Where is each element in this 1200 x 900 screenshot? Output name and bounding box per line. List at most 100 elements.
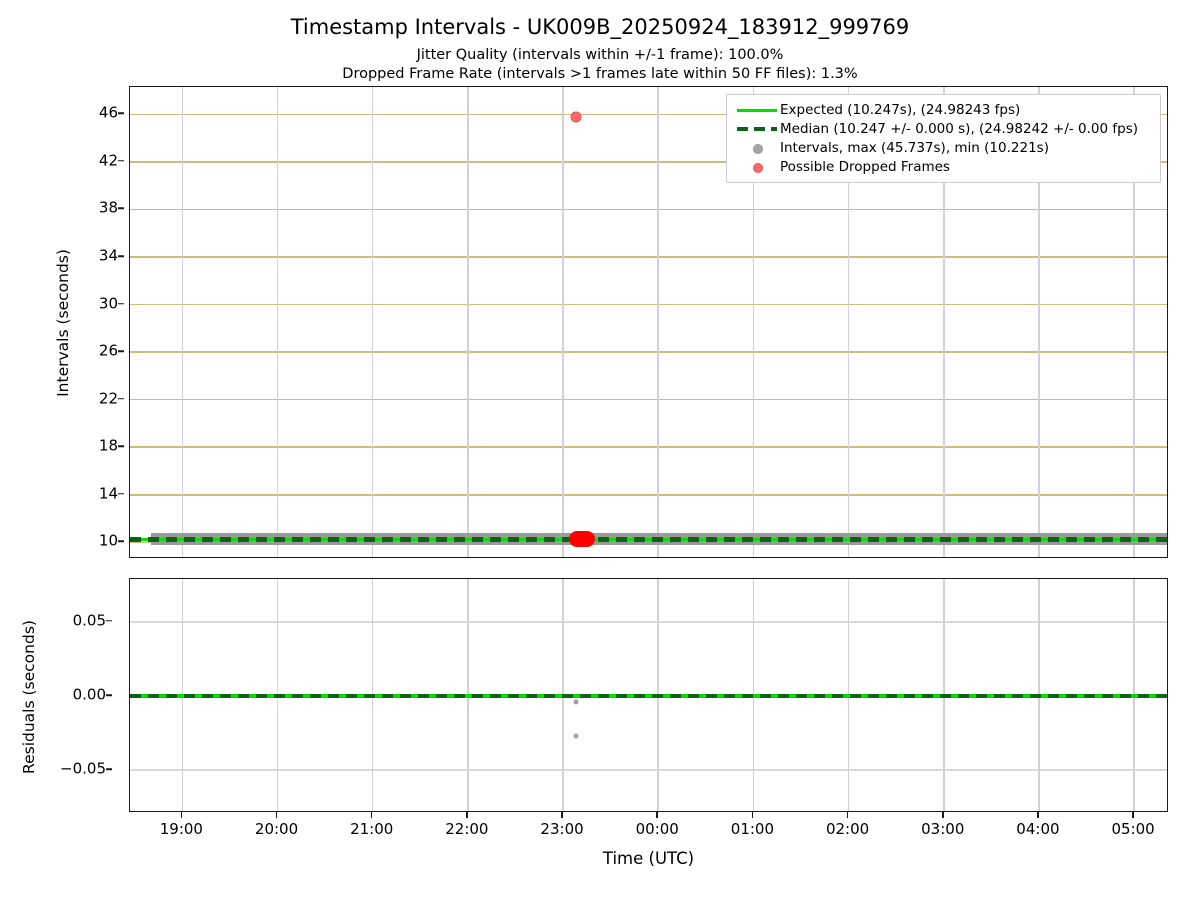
x-tick-label: 02:00	[825, 820, 870, 838]
y-tick-label: 46	[98, 103, 118, 122]
x-tick-label: 04:00	[1016, 820, 1060, 838]
gridline	[1133, 87, 1135, 557]
gridline	[562, 87, 564, 557]
y-tick-label: −0.05	[60, 759, 106, 778]
legend-item-intervals: Intervals, max (45.737s), min (10.221s)	[734, 138, 1153, 157]
x-tick-label: 19:00	[159, 820, 203, 838]
dropped-frame-cluster	[569, 531, 596, 548]
gridline	[130, 621, 1167, 623]
x-tick-mark	[656, 812, 658, 818]
residuals-y-axis: 0.05 0.00 −0.05	[40, 578, 112, 812]
residuals-plot-area	[129, 578, 1168, 812]
legend-item-dropped: Possible Dropped Frames	[734, 157, 1153, 176]
x-tick-label: 01:00	[730, 820, 775, 838]
x-tick-mark	[561, 812, 563, 818]
x-tick-label: 21:00	[350, 820, 394, 838]
residual-point	[573, 699, 579, 705]
y-tick-mark	[118, 112, 124, 115]
residuals-y-axis-title: Residuals (seconds)	[20, 620, 38, 774]
y-tick-label: 22	[98, 389, 118, 408]
gridline	[130, 161, 1167, 163]
y-tick-label: 14	[98, 484, 118, 503]
y-tick-mark	[118, 160, 124, 162]
gridline	[276, 87, 279, 557]
intervals-y-axis: 10 14 18 22 26 30 34 38 42 46	[52, 86, 124, 558]
x-tick-mark	[942, 812, 944, 818]
intervals-y-axis-title: Intervals (seconds)	[54, 249, 72, 397]
gridline	[752, 87, 755, 557]
gridline	[942, 87, 945, 557]
gridline	[130, 303, 1167, 306]
y-tick-label: 42	[98, 151, 118, 170]
gridline	[130, 769, 1167, 771]
gridline	[657, 87, 660, 557]
chart-title: Timestamp Intervals - UK009B_20250924_18…	[290, 15, 910, 39]
x-tick-label: 00:00	[635, 820, 679, 838]
x-tick-mark	[1132, 812, 1134, 818]
x-tick-mark	[466, 812, 468, 818]
x-tick-label: 23:00	[540, 820, 584, 838]
y-tick-mark	[106, 768, 112, 770]
y-tick-label: 30	[98, 294, 118, 313]
x-tick-label: 20:00	[254, 820, 299, 838]
gridline	[130, 256, 1167, 258]
residual-point	[573, 733, 579, 739]
legend-label-expected: Expected (10.247s), (24.98243 fps)	[780, 101, 1021, 118]
y-tick-mark	[118, 350, 124, 352]
y-tick-mark	[106, 620, 112, 622]
legend-item-median: Median (10.247 +/- 0.000 s), (24.98242 +…	[734, 119, 1153, 138]
dropped-marker-swatch-icon	[734, 159, 780, 175]
legend-item-expected: Expected (10.247s), (24.98243 fps)	[734, 100, 1153, 119]
legend-label-intervals: Intervals, max (45.737s), min (10.221s)	[780, 139, 1049, 156]
legend-label-median: Median (10.247 +/- 0.000 s), (24.98242 +…	[780, 120, 1139, 137]
y-tick-label: 0.00	[72, 685, 106, 704]
gridline	[467, 87, 469, 557]
gridline	[130, 446, 1167, 449]
y-tick-label: 38	[98, 198, 118, 217]
x-tick-label: 05:00	[1111, 820, 1155, 838]
gridline	[181, 87, 184, 557]
gridline	[130, 351, 1167, 353]
x-axis: 19:00 20:00 21:00 22:00 23:00 00:00 01:00 02:00…	[129, 812, 1168, 852]
y-tick-mark	[118, 540, 124, 543]
x-tick-label: 03:00	[921, 820, 965, 838]
median-line	[130, 537, 1167, 542]
gridline	[847, 87, 850, 557]
x-tick-mark	[275, 812, 278, 818]
y-tick-label: 34	[98, 246, 118, 265]
y-tick-mark	[118, 397, 124, 400]
gridline	[130, 398, 1167, 401]
y-tick-mark	[118, 493, 124, 495]
y-tick-mark	[118, 445, 124, 447]
x-tick-mark	[180, 812, 183, 818]
dropped-frame-point	[570, 111, 582, 123]
chart-subtitle-jitter: Jitter Quality (intervals within +/-1 fr…	[416, 47, 784, 63]
x-tick-mark	[751, 812, 754, 818]
y-tick-label: 26	[98, 341, 118, 360]
gridline	[130, 113, 1167, 116]
gridline	[130, 493, 1167, 496]
x-tick-mark	[1037, 812, 1039, 818]
y-tick-label: 18	[98, 436, 118, 455]
median-residual-line	[130, 693, 1167, 699]
x-tick-mark	[846, 812, 849, 818]
gridline	[371, 87, 374, 557]
y-tick-mark	[118, 255, 124, 257]
y-tick-mark	[118, 302, 124, 305]
chart-subtitle-dropped: Dropped Frame Rate (intervals >1 frames …	[342, 66, 858, 82]
x-axis-title: Time (UTC)	[602, 849, 695, 868]
legend-label-dropped: Possible Dropped Frames	[780, 158, 950, 175]
gridline	[130, 208, 1167, 211]
y-tick-mark	[106, 694, 112, 696]
x-tick-mark	[370, 812, 373, 818]
chart-legend: Expected (10.247s), (24.98243 fps) Media…	[726, 94, 1161, 183]
expected-line-swatch-icon	[734, 102, 780, 118]
y-tick-label: 10	[98, 531, 118, 550]
y-tick-label: 0.05	[72, 611, 106, 630]
intervals-marker-swatch-icon	[734, 140, 780, 156]
y-tick-mark	[118, 207, 124, 210]
gridline	[1038, 87, 1040, 557]
x-tick-label: 22:00	[445, 820, 489, 838]
median-dashed-line-swatch-icon	[734, 121, 780, 137]
